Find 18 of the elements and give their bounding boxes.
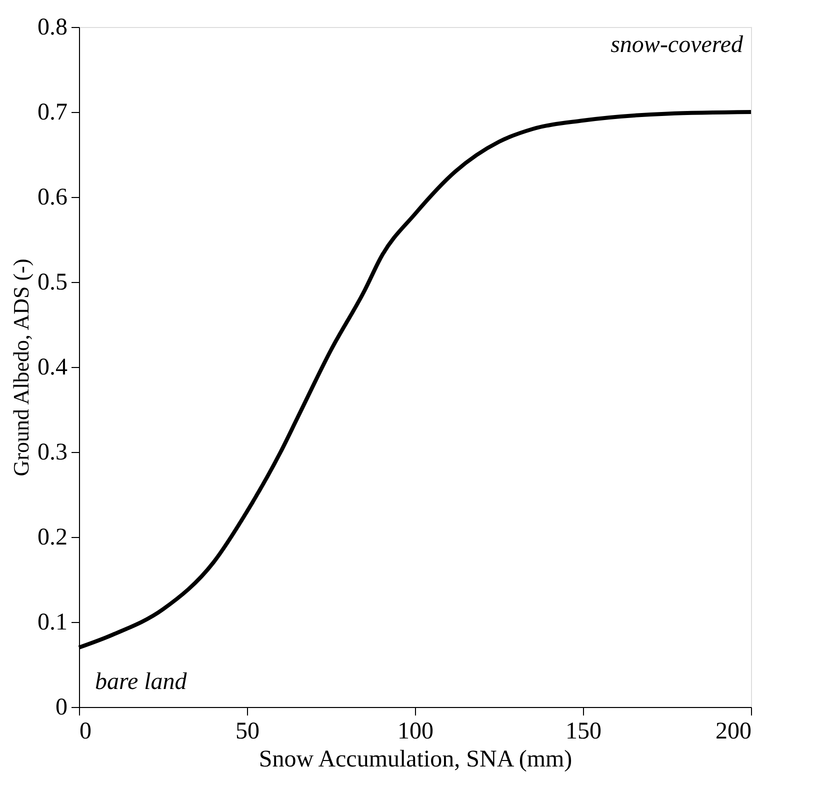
y-tick-label: 0 [56,694,68,720]
y-tick-label: 0.4 [38,354,68,380]
y-tick-label: 0.7 [38,100,68,126]
x-tick-label: 150 [566,718,602,744]
y-tick-label: 0.8 [38,14,68,40]
x-tick-label: 0 [80,718,92,744]
annotation: bare land [95,669,188,695]
y-tick-label: 0.1 [38,610,68,636]
x-tick-label: 100 [398,718,434,744]
x-tick-label: 200 [716,718,752,744]
y-tick-label: 0.2 [38,524,68,550]
y-tick-label: 0.6 [38,184,68,210]
annotation: snow-covered [610,32,744,58]
x-axis-title: Snow Accumulation, SNA (mm) [258,746,572,772]
y-axis-title: Ground Albedo, ADS (-) [8,258,34,476]
x-tick-label: 50 [236,718,260,744]
y-tick-label: 0.5 [38,270,68,296]
y-tick-label: 0.3 [38,440,68,466]
